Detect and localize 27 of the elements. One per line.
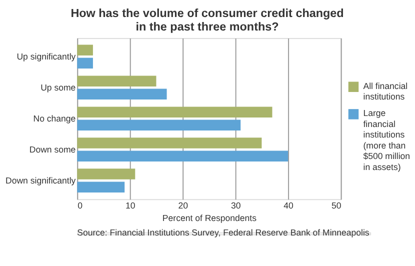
bar bbox=[77, 58, 93, 69]
bar bbox=[77, 106, 272, 118]
bar bbox=[77, 88, 167, 100]
legend-label: Large financial institutions (more than $500 million in assets) bbox=[363, 108, 410, 172]
legend-label: All financial institutions bbox=[363, 80, 408, 102]
bar bbox=[77, 120, 241, 130]
x-tick-label: 30 bbox=[230, 200, 241, 210]
x-tick-label: 10 bbox=[125, 200, 136, 210]
bar bbox=[77, 168, 136, 180]
y-tick-label: Down significantly bbox=[6, 175, 76, 186]
bar bbox=[77, 182, 125, 192]
bar bbox=[77, 76, 156, 86]
y-tick-label: No change bbox=[33, 114, 76, 124]
x-tick-label: 0 bbox=[78, 200, 83, 210]
bar bbox=[77, 138, 262, 148]
source-note: Source: Financial Institutions Survey, Federal Reserve Bank of Minneapolis bbox=[77, 227, 370, 238]
y-tick-label: Down some bbox=[29, 144, 76, 155]
x-tick-label: 50 bbox=[332, 200, 342, 210]
y-tick-label: Up significantly bbox=[16, 52, 76, 62]
x-tick-label: 40 bbox=[284, 200, 294, 210]
y-tick-label: Up some bbox=[40, 82, 76, 93]
bar bbox=[77, 150, 288, 162]
bar bbox=[77, 44, 93, 56]
text: How has the volume of consumer credit changed bbox=[70, 7, 344, 20]
text: in the past three months? bbox=[136, 20, 279, 34]
x-tick-label: 20 bbox=[178, 200, 188, 210]
x-axis-title: Percent of Respondents bbox=[162, 213, 258, 224]
